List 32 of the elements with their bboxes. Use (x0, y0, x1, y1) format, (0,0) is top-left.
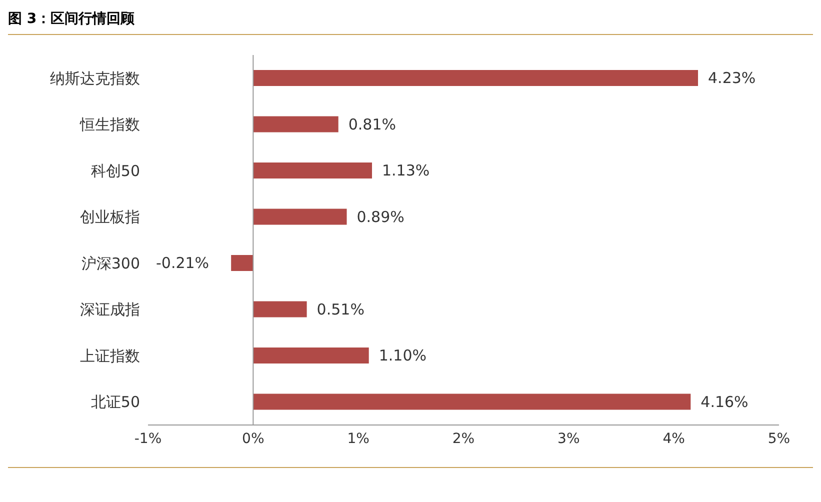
bar (253, 70, 698, 86)
x-tick-label: 0% (242, 430, 264, 447)
data-label: 4.16% (700, 392, 748, 411)
data-label: -0.21% (156, 254, 210, 272)
y-tick-label: 恒生指数 (79, 116, 140, 134)
data-label: 0.81% (348, 115, 396, 134)
x-tick-label: 4% (662, 430, 685, 447)
data-label: 0.89% (356, 208, 404, 226)
y-tick-label: 上证指数 (80, 346, 140, 365)
x-tick-label: 2% (452, 430, 475, 447)
bar (253, 394, 691, 410)
data-label: 1.13% (382, 162, 430, 180)
bar (253, 208, 347, 225)
chart-title: 图 3：区间行情回顾 (8, 8, 813, 35)
bar (253, 116, 338, 132)
y-tick-label: 创业板指 (80, 208, 140, 226)
bar (253, 162, 372, 178)
y-tick-label: 北证50 (90, 393, 140, 412)
y-tick-label: 深证成指 (80, 300, 140, 319)
data-label: 1.10% (378, 346, 427, 364)
y-tick-label: 科创50 (90, 162, 140, 180)
bar (253, 301, 307, 318)
x-tick-label: -1% (134, 430, 162, 447)
x-tick-label: 3% (558, 430, 580, 447)
data-label: 0.51% (316, 300, 364, 318)
y-tick-label: 沪深300 (81, 254, 140, 272)
x-tick-label: 1% (347, 430, 370, 447)
y-tick-label: 纳斯达克指数 (50, 69, 140, 88)
bar (253, 348, 369, 364)
x-tick-label: 5% (768, 430, 790, 447)
data-label: 4.23% (708, 69, 756, 87)
bar (231, 255, 254, 271)
